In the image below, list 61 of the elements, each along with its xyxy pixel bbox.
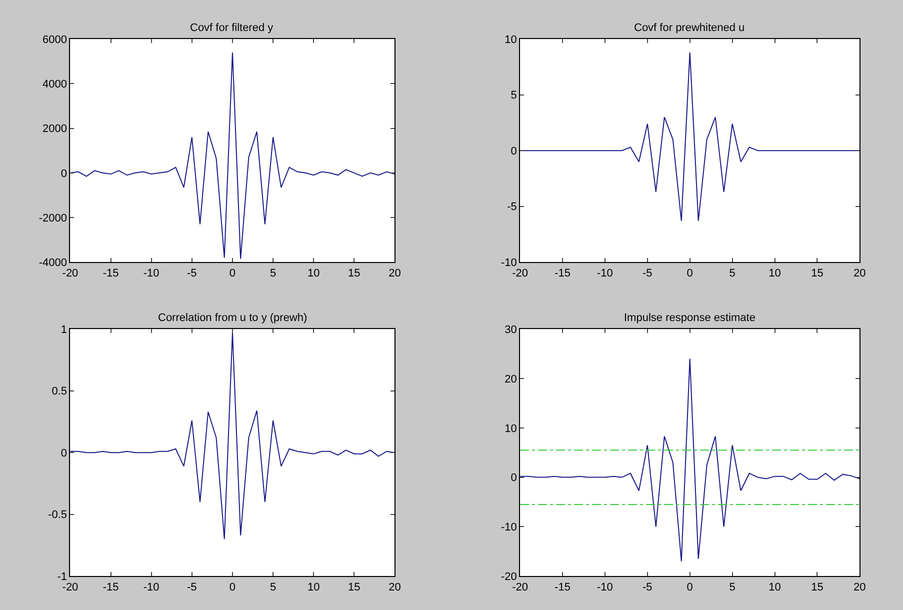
x-tick-label: 15	[811, 581, 824, 594]
y-tick-label: -4000	[38, 256, 68, 269]
x-tick-label: -5	[187, 267, 197, 280]
x-tick-label: -15	[102, 267, 119, 280]
x-tick-label: 20	[854, 267, 866, 280]
y-tick-label: 20	[504, 373, 517, 386]
x-tick-label: -10	[597, 267, 613, 280]
x-tick-label: -15	[554, 267, 570, 280]
y-tick-label: -10	[500, 256, 517, 269]
y-tick-label: -1	[57, 570, 68, 583]
x-tick-label: 5	[270, 581, 276, 594]
x-tick-label: 5	[729, 267, 736, 280]
x-tick-label: 0	[686, 267, 693, 280]
x-tick-label: 0	[229, 581, 236, 594]
chart-title: Correlation from u to y (prewh)	[158, 312, 308, 324]
chart-title: Covf for prewhitened u	[634, 22, 745, 34]
y-tick-label: -20	[500, 570, 517, 583]
y-tick-label: 6000	[42, 34, 68, 46]
x-tick-label: 20	[388, 267, 401, 280]
y-tick-label: -0.5	[48, 509, 68, 522]
chart-title: Covf for filtered y	[190, 22, 274, 34]
x-tick-label: 0	[686, 581, 693, 594]
x-tick-label: 20	[854, 581, 866, 594]
x-tick-label: -5	[187, 581, 197, 594]
x-tick-label: 5	[270, 267, 276, 280]
y-tick-label: 4000	[42, 78, 68, 91]
x-tick-label: 10	[768, 267, 781, 280]
x-tick-label: -15	[554, 581, 570, 594]
line-series	[70, 332, 395, 540]
x-tick-label: 10	[307, 581, 320, 594]
y-tick-label: 2000	[42, 123, 68, 136]
x-tick-label: 0	[229, 267, 236, 280]
x-tick-label: -15	[102, 581, 119, 594]
x-tick-label: 15	[811, 267, 824, 280]
x-tick-label: -5	[642, 581, 652, 594]
x-tick-label: -10	[143, 581, 160, 594]
y-tick-label: 10	[504, 422, 517, 435]
x-tick-label: -10	[597, 581, 613, 594]
x-tick-label: 15	[348, 581, 360, 594]
x-tick-label: 10	[768, 581, 781, 594]
x-tick-label: -5	[642, 267, 652, 280]
x-tick-label: -10	[143, 267, 160, 280]
y-tick-label: 0.5	[52, 386, 68, 398]
y-tick-label: 30	[504, 324, 517, 336]
line-series	[70, 52, 395, 260]
x-tick-label: 5	[729, 581, 736, 594]
y-tick-label: 10	[504, 34, 517, 46]
y-tick-label: -5	[507, 201, 517, 214]
y-tick-label: 0	[60, 168, 68, 180]
x-tick-label: 10	[307, 267, 320, 280]
y-tick-label: 0	[60, 447, 68, 460]
y-tick-label: 1	[60, 324, 68, 336]
y-tick-label: 0	[510, 472, 517, 484]
y-tick-label: 5	[510, 90, 517, 102]
chart-title: Impulse response estimate	[624, 312, 756, 324]
x-tick-label: 20	[388, 581, 401, 594]
line-series	[520, 358, 860, 562]
x-tick-label: 15	[348, 267, 360, 280]
y-tick-label: -10	[500, 522, 517, 534]
y-tick-label: 0	[510, 145, 517, 158]
y-tick-label: -2000	[38, 212, 68, 224]
